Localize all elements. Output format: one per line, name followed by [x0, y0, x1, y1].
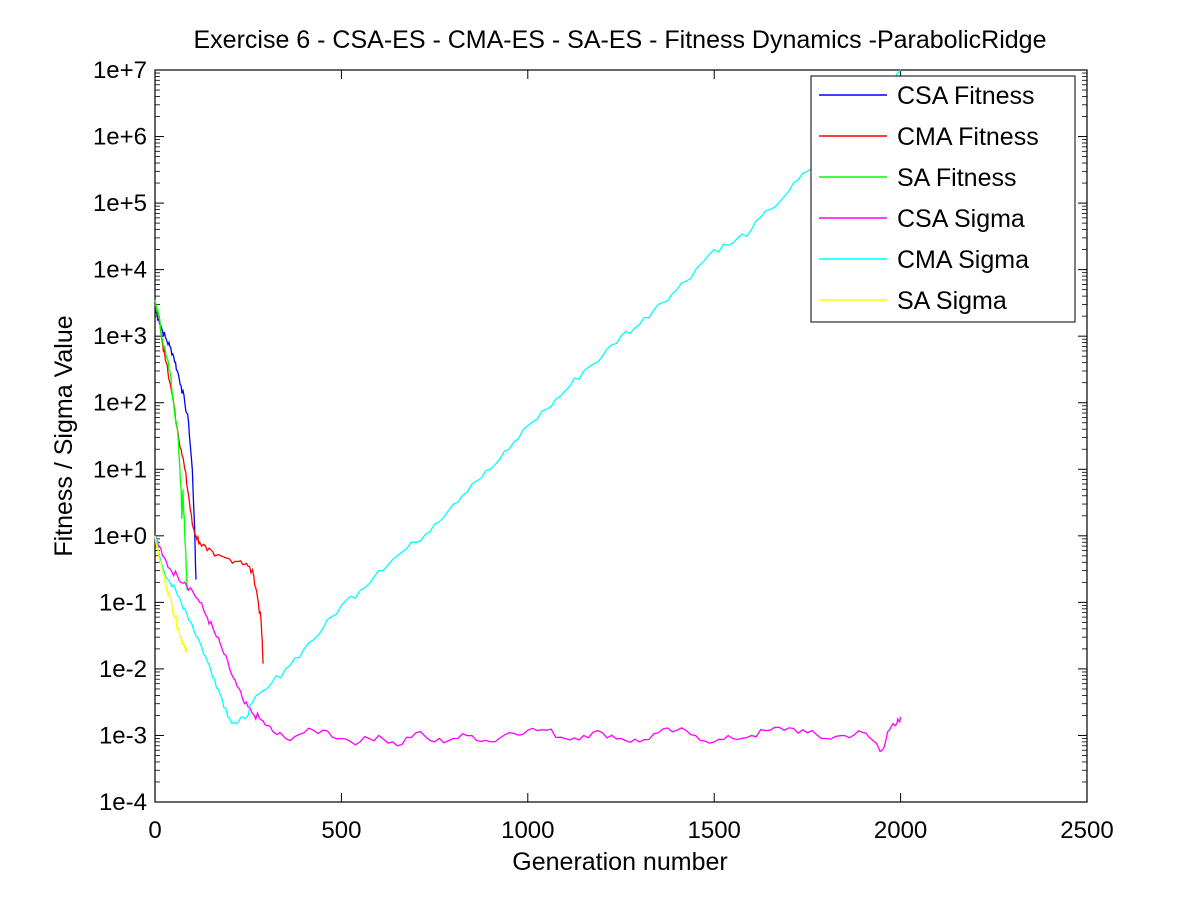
y-tick-label: 1e-1 [99, 589, 147, 616]
series-line-sa-sigma [154, 535, 188, 653]
x-tick-label: 500 [321, 817, 361, 844]
series-line-sa-fitness [154, 299, 188, 591]
x-tick-label: 1000 [501, 817, 554, 844]
y-tick-label: 1e+0 [93, 523, 147, 550]
y-tick-label: 1e+6 [93, 124, 147, 151]
legend: CSA Fitness CMA Fitness SA Fitness CSA Sigm… [810, 75, 1076, 323]
x-axis-label: Generation number [512, 848, 727, 876]
legend-label: CMA Sigma [897, 246, 1029, 274]
legend-label: CMA Fitness [897, 123, 1039, 151]
y-tick-label: 1e-3 [99, 722, 147, 749]
y-tick-label: 1e+3 [93, 323, 147, 350]
y-axis-label: Fitness / Sigma Value [50, 315, 78, 556]
series-line-cma-fitness [154, 304, 264, 664]
y-tick-label: 1e-2 [99, 656, 147, 683]
y-tick-label: 1e+1 [93, 456, 147, 483]
y-tick-label: 1e-4 [99, 789, 147, 816]
y-axis: 1e-4 1e-3 1e-2 1e-1 1e+0 1e+1 1e+2 1e+3 1e+4 1e+5… [93, 57, 1087, 816]
series-lines [154, 69, 902, 753]
x-tick-label: 1500 [688, 817, 741, 844]
x-tick-label: 2500 [1060, 817, 1113, 844]
y-tick-label: 1e+5 [93, 190, 147, 217]
legend-label: CSA Sigma [897, 205, 1025, 233]
legend-label: SA Fitness [897, 164, 1017, 192]
series-line-csa-fitness [154, 309, 197, 580]
y-tick-label: 1e+4 [93, 257, 147, 284]
legend-label: CSA Fitness [897, 82, 1035, 110]
series-line-cma-sigma [154, 69, 902, 725]
y-tick-label: 1e+2 [93, 390, 147, 417]
series-line-csa-sigma [154, 535, 902, 753]
chart-title: Exercise 6 - CSA-ES - CMA-ES - SA-ES - F… [194, 26, 1047, 54]
legend-label: SA Sigma [897, 287, 1007, 315]
x-axis: 0 500 1000 1500 2000 2500 [148, 70, 1114, 844]
x-tick-label: 0 [148, 817, 161, 844]
y-tick-label: 1e+7 [93, 57, 147, 84]
x-tick-label: 2000 [874, 817, 927, 844]
legend-box [810, 75, 1076, 323]
